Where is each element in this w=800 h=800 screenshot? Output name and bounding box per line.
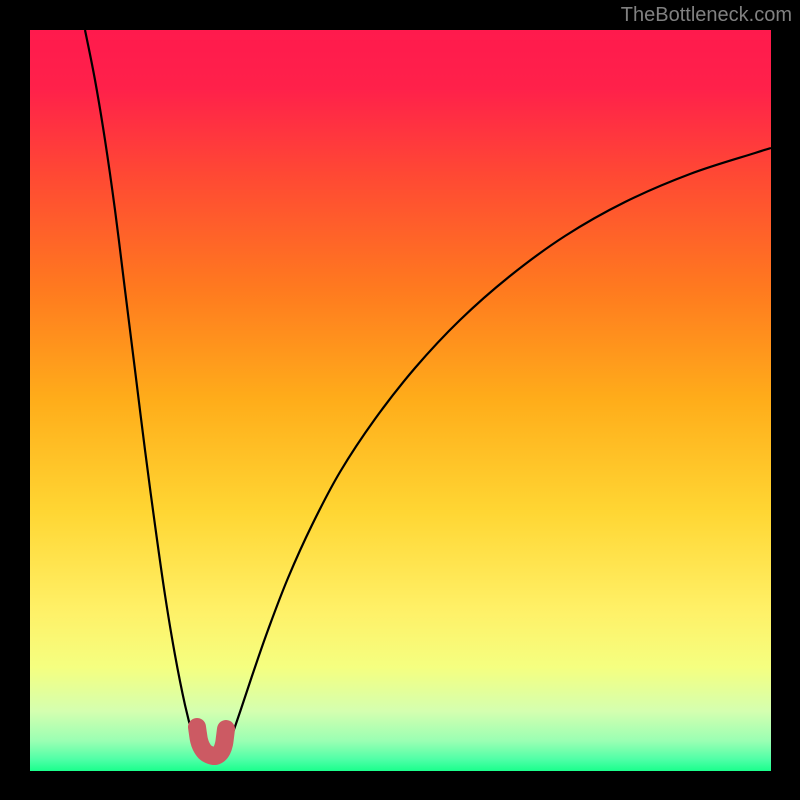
gradient-plot-area	[30, 30, 771, 771]
watermark-text: TheBottleneck.com	[621, 4, 792, 27]
chart-svg	[0, 0, 800, 800]
chart-container: TheBottleneck.com	[0, 0, 800, 800]
